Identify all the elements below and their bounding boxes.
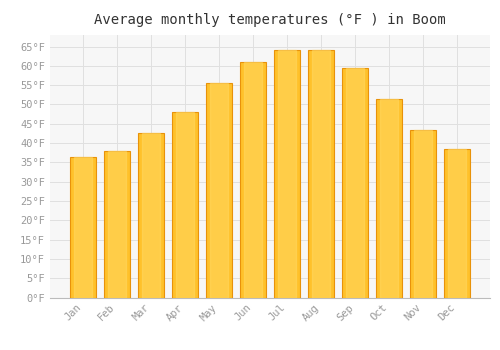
Bar (176, 112, 194, 298)
Bar (210, 83, 228, 298)
Title: Average monthly temperatures (°F ) in Boom: Average monthly temperatures (°F ) in Bo… (94, 13, 446, 27)
Bar (206, 83, 232, 298)
Bar (172, 112, 198, 298)
Bar (346, 68, 364, 298)
Bar (274, 50, 300, 298)
Bar (444, 149, 470, 298)
Bar (278, 50, 296, 298)
Bar (244, 62, 262, 298)
Bar (380, 99, 398, 298)
Bar (312, 50, 330, 298)
Bar (308, 50, 334, 298)
Bar (376, 99, 402, 298)
Bar (74, 156, 92, 298)
Bar (108, 151, 126, 298)
Bar (448, 149, 466, 298)
Bar (70, 156, 96, 298)
Bar (342, 68, 368, 298)
Bar (138, 133, 164, 298)
Bar (410, 130, 436, 298)
Bar (240, 62, 266, 298)
Bar (142, 133, 160, 298)
Bar (104, 151, 130, 298)
Bar (414, 130, 432, 298)
